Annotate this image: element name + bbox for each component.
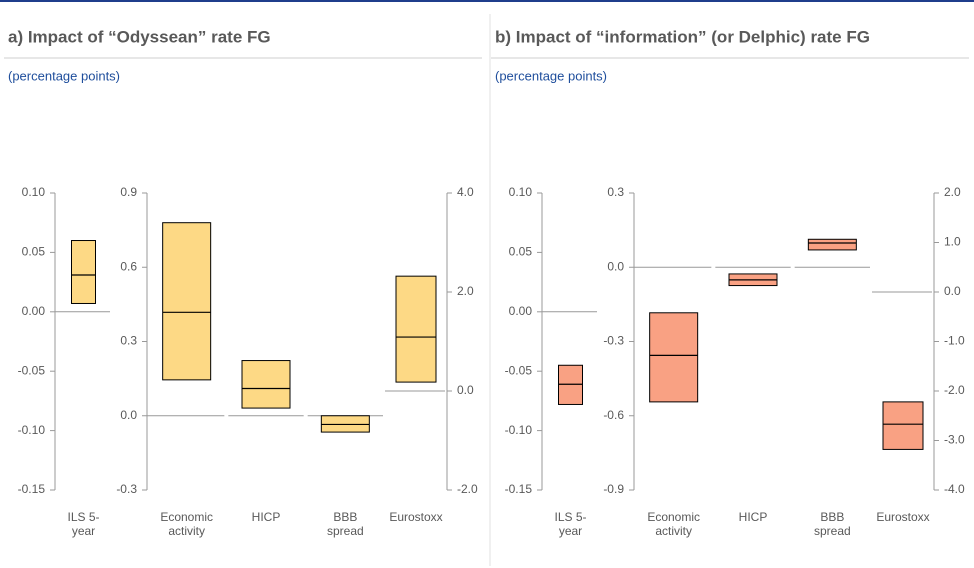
y-tick-label: -0.10 — [505, 423, 533, 437]
y-tick-label: -2.0 — [944, 383, 965, 397]
y-tick-label: 4.0 — [457, 185, 474, 199]
y-tick-label: -0.3 — [603, 334, 624, 348]
range-box — [882, 401, 924, 450]
top-rule — [0, 0, 974, 2]
y-tick-label: 0.0 — [120, 408, 137, 422]
y-tick-label: 0.6 — [120, 259, 137, 273]
range-box — [241, 360, 291, 409]
x-tick-label: Eurostoxx — [389, 510, 443, 524]
y-tick-label: -0.15 — [18, 482, 46, 496]
y-tick-label: 0.3 — [120, 334, 137, 348]
y-tick-label: -2.0 — [457, 482, 478, 496]
y-tick-label: -4.0 — [944, 482, 965, 496]
y-tick-label: 0.0 — [607, 259, 624, 273]
y-tick-label: -3.0 — [944, 433, 965, 447]
range-box — [649, 312, 699, 403]
y-tick-label: 0.3 — [607, 185, 624, 199]
y-tick-label: 0.10 — [509, 185, 533, 199]
y-tick-label: 0.10 — [22, 185, 46, 199]
panel-title: b) Impact of “information” (or Delphic) … — [495, 27, 870, 46]
y-tick-label: -0.05 — [18, 363, 46, 377]
range-box — [162, 222, 212, 381]
y-tick-label: 1.0 — [944, 235, 961, 249]
x-tick-label: BBB spread — [813, 510, 851, 538]
y-tick-label: -1.0 — [944, 334, 965, 348]
y-tick-label: 0.00 — [509, 304, 533, 318]
y-tick-label: 2.0 — [457, 284, 474, 298]
y-tick-label: -0.6 — [603, 408, 624, 422]
range-box — [71, 240, 96, 304]
x-tick-label: Eurostoxx — [876, 510, 930, 524]
y-tick-label: 0.0 — [944, 284, 961, 298]
y-tick-label: 2.0 — [944, 185, 961, 199]
x-tick-label: Economic activity — [160, 510, 213, 538]
y-tick-label: 0.9 — [120, 185, 137, 199]
x-tick-label: ILS 5-year — [554, 510, 587, 538]
range-box — [395, 275, 437, 383]
x-tick-label: HICP — [251, 510, 281, 524]
y-tick-label: 0.0 — [457, 383, 474, 397]
panel-subtitle: (percentage points) — [8, 68, 120, 83]
panel-title: a) Impact of “Odyssean” rate FG — [8, 27, 271, 46]
y-tick-label: 0.05 — [509, 245, 533, 259]
y-tick-label: -0.3 — [116, 482, 137, 496]
y-tick-label: -0.15 — [505, 482, 533, 496]
y-tick-label: 0.05 — [22, 245, 46, 259]
x-tick-label: BBB spread — [326, 510, 364, 538]
y-tick-label: -0.9 — [603, 482, 624, 496]
x-tick-label: ILS 5-year — [67, 510, 100, 538]
x-tick-label: Economic activity — [647, 510, 700, 538]
panel-subtitle: (percentage points) — [495, 68, 607, 83]
y-tick-label: 0.00 — [22, 304, 46, 318]
x-tick-label: HICP — [738, 510, 768, 524]
y-tick-label: -0.05 — [505, 363, 533, 377]
range-box — [807, 238, 857, 251]
y-tick-label: -0.10 — [18, 423, 46, 437]
